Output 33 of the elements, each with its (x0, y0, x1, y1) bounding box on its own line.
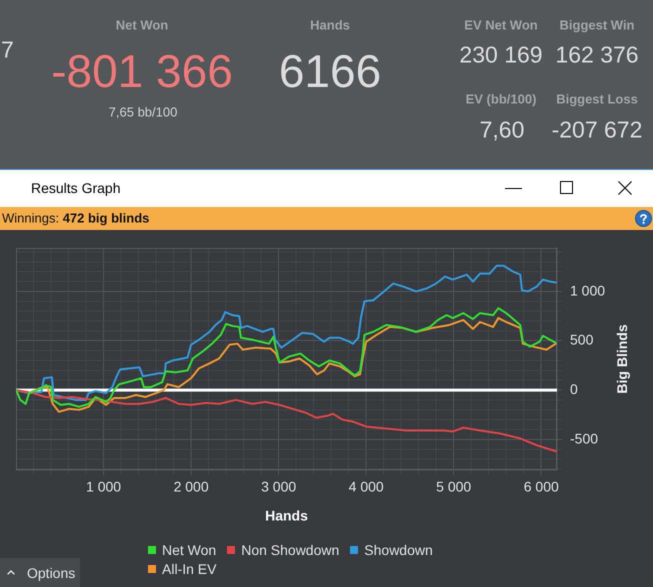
text: 7 (1, 36, 14, 62)
x-tick-label: 4 000 (348, 478, 384, 494)
x-tick-label: 1 000 (86, 478, 122, 494)
text: Biggest Loss (556, 92, 638, 106)
x-axis-title: Hands (265, 507, 308, 524)
chart-subtitle: Winnings: 472 big blinds (2, 210, 150, 226)
y-axis-title: Big Blinds (614, 324, 630, 394)
text: Biggest Win (560, 18, 634, 32)
text: -207 672 (552, 116, 642, 142)
y-tick-label: 0 (570, 380, 578, 397)
chart-title: Results Graph (31, 180, 120, 196)
text: -801 366 (51, 45, 233, 97)
legend-label: Showdown (364, 542, 433, 558)
x-tick-label: 3 000 (261, 478, 296, 494)
options-button: Options (0, 558, 80, 587)
text: EV Net Won (464, 18, 538, 32)
x-tick-label: 2 000 (174, 478, 209, 494)
text: 6166 (278, 45, 382, 97)
text: 7,60 (480, 116, 524, 142)
text: Hands (310, 18, 350, 32)
text: Net Won (116, 18, 168, 32)
text: 162 376 (555, 42, 639, 68)
legend-label: Non Showdown (241, 542, 340, 558)
text: 7,65 bb/100 (108, 104, 178, 120)
text: 230 169 (459, 42, 543, 68)
y-tick-label: -500 (570, 430, 598, 446)
y-tick-label: 1 000 (570, 282, 606, 298)
text: EV (bb/100) (466, 92, 536, 106)
x-tick-label: 5 000 (436, 478, 472, 494)
legend-label: All-In EV (162, 561, 216, 577)
x-tick-label: 6 000 (524, 478, 559, 494)
legend-label: Net Won (162, 542, 216, 558)
y-tick-label: 500 (570, 332, 594, 348)
